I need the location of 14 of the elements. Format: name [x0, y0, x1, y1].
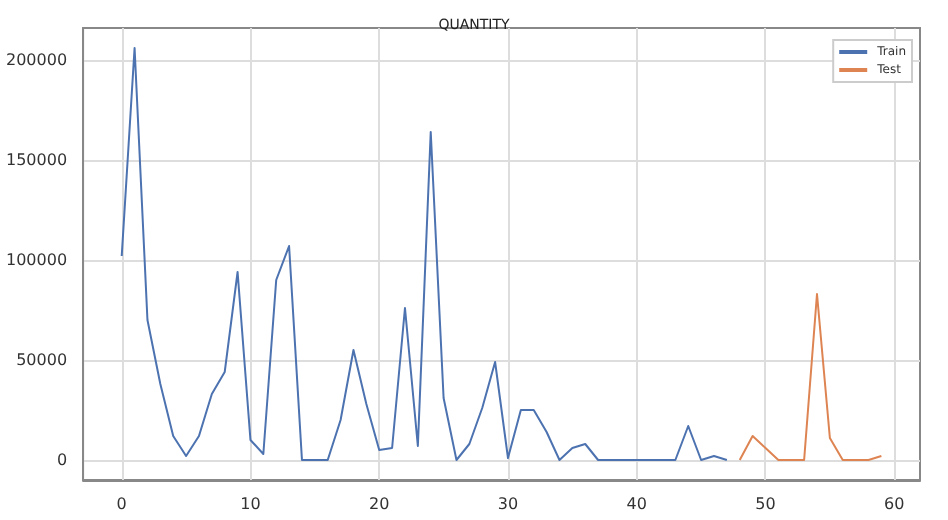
y-tick-label: 200000 [5, 51, 68, 69]
x-tick-label: 20 [369, 495, 390, 513]
y-tick-label: 0 [56, 451, 68, 469]
x-tick-label: 10 [240, 495, 261, 513]
y-tick-label: 150000 [5, 151, 68, 169]
x-tick-label: 30 [497, 495, 519, 513]
x-tick-label: 60 [884, 495, 905, 513]
x-tick-label: 40 [626, 495, 647, 513]
y-tick-label: 100000 [5, 251, 68, 269]
x-tick-label: 0 [116, 495, 127, 513]
line-series [120, 47, 728, 461]
line-series [738, 293, 883, 461]
x-tick-label: 50 [755, 495, 776, 513]
y-tick-label: 50000 [16, 351, 68, 369]
